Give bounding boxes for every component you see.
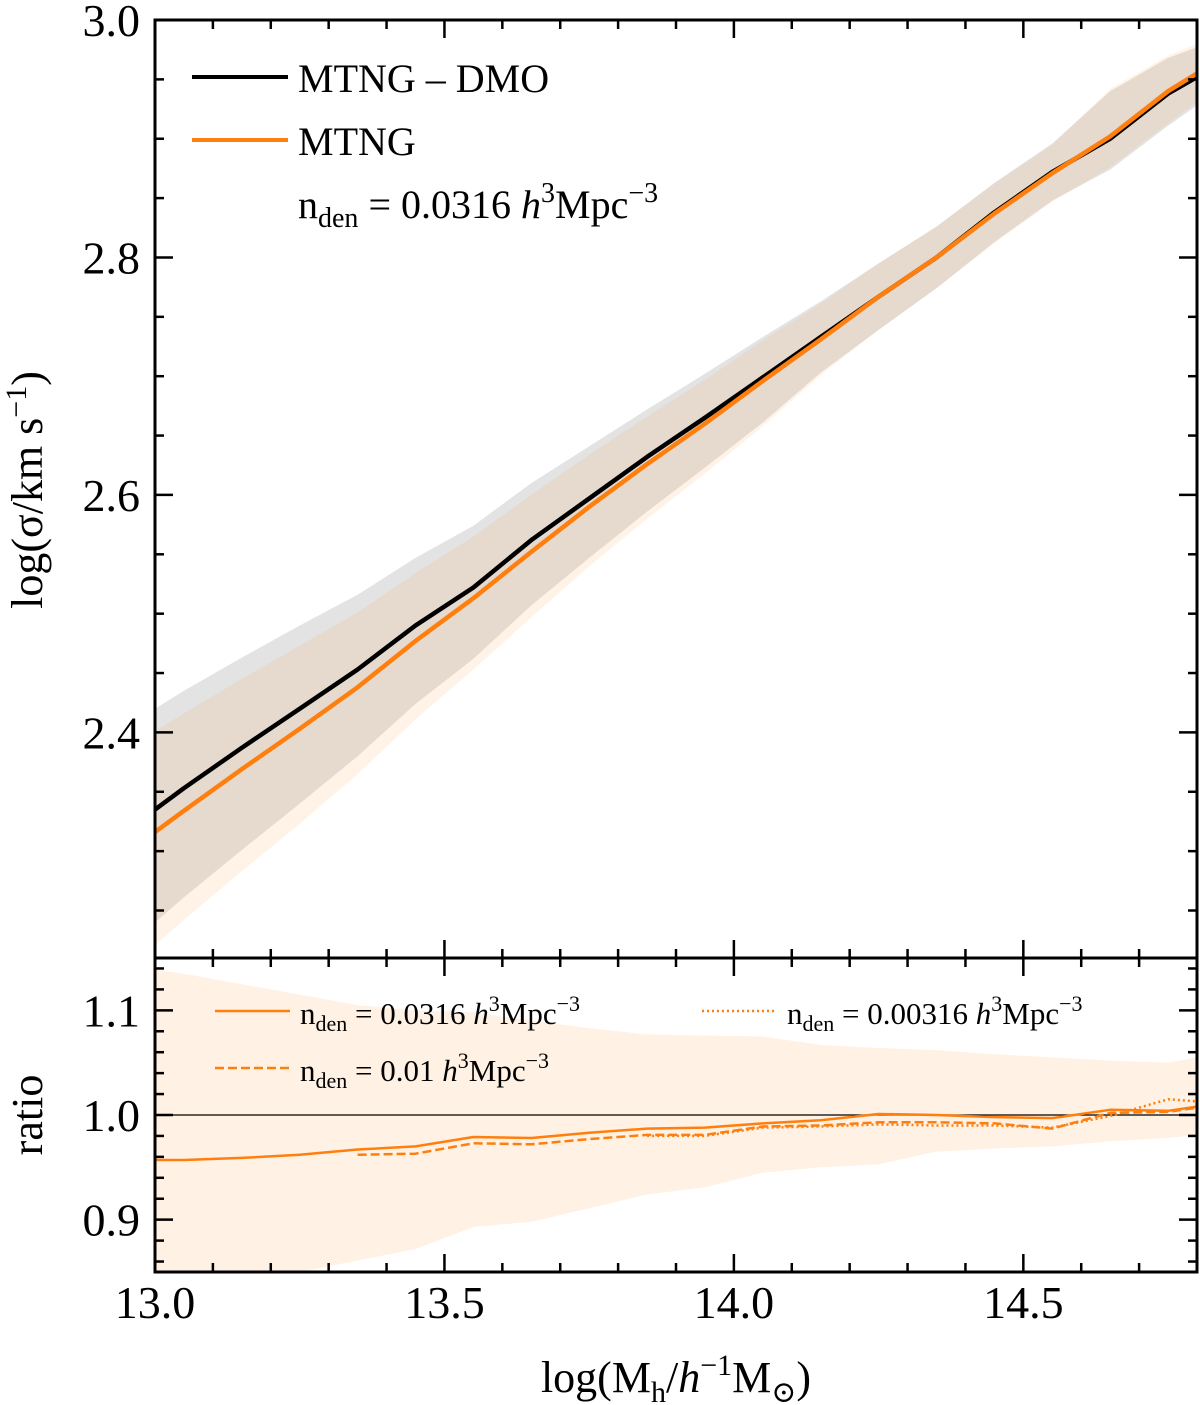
legend-label-0.01: nden = 0.01 h3Mpc−3 xyxy=(300,1048,549,1093)
x-tick-label: 14.5 xyxy=(983,1277,1064,1328)
main-legend: MTNG – DMO MTNG nden = 0.0316 h3Mpc−3 xyxy=(192,56,658,234)
y-tick-label: 2.4 xyxy=(83,707,141,758)
y-tick-label: 3.0 xyxy=(83,0,141,46)
ratio-line-dotted xyxy=(647,1098,1198,1138)
ratio-y-tick-label: 0.9 xyxy=(83,1195,141,1246)
ratio-band xyxy=(155,969,1197,1272)
axes: 2.4 2.6 2.8 3.0 0.9 1.0 1.1 13.0 13.5 14.0 14.5 xyxy=(83,0,1199,1328)
x-axis-label: log(Mh/h−1M⊙) xyxy=(541,1349,811,1405)
legend-label-mtng-dmo: MTNG – DMO xyxy=(298,56,549,101)
ratio-legend: nden = 0.0316 h3Mpc−3 nden = 0.01 h3Mpc−… xyxy=(215,991,1083,1093)
ratio-y-tick-label: 1.0 xyxy=(83,1090,141,1141)
band-mtng xyxy=(155,43,1197,945)
line-mtng xyxy=(153,71,1199,834)
ratio-y-tick-label: 1.1 xyxy=(83,985,141,1036)
ratio-line-solid xyxy=(155,1105,1198,1162)
ratio-panel-band xyxy=(155,969,1197,1272)
y-tick-label: 2.8 xyxy=(83,232,141,283)
y-axis-label-ratio: ratio xyxy=(3,1075,52,1156)
legend-label-0.0316: nden = 0.0316 h3Mpc−3 xyxy=(300,991,580,1036)
x-tick-label: 14.0 xyxy=(694,1277,775,1328)
y-axis-label-main: log(σ/km s−1) xyxy=(0,371,52,609)
ratio-panel-lines xyxy=(155,1098,1198,1162)
band-mtng-dmo xyxy=(155,47,1197,923)
x-tick-label: 13.5 xyxy=(404,1277,485,1328)
density-annotation: nden = 0.0316 h3Mpc−3 xyxy=(298,178,658,234)
main-panel-bands xyxy=(155,43,1197,945)
legend-label-mtng: MTNG xyxy=(298,119,416,164)
x-tick-label: 13.0 xyxy=(115,1277,196,1328)
legend-label-0.00316: nden = 0.00316 h3Mpc−3 xyxy=(787,991,1083,1036)
y-tick-label: 2.6 xyxy=(83,470,141,521)
main-panel-lines xyxy=(153,71,1199,834)
